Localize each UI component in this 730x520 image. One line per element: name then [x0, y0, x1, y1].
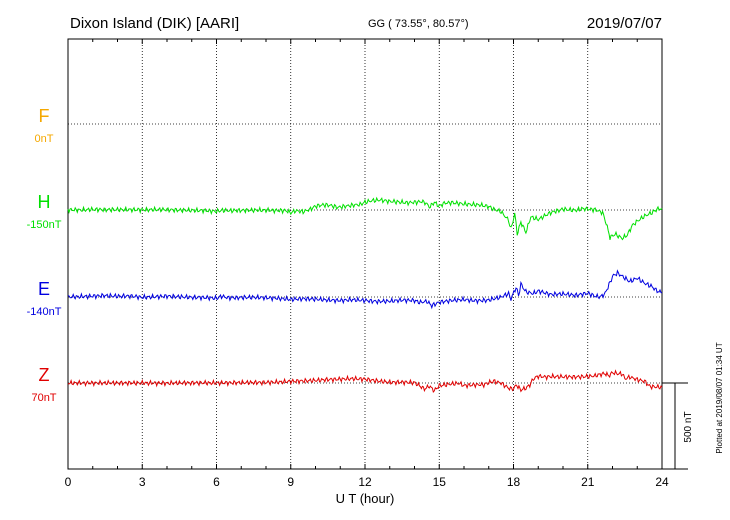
series-name-F: F [39, 106, 50, 126]
scale-bar-label: 500 nT [683, 411, 694, 442]
station-title: Dixon Island (DIK) [AARI] [70, 15, 239, 32]
series-name-Z: Z [39, 365, 50, 385]
x-tick-label: 24 [655, 475, 669, 489]
x-tick-label: 12 [358, 475, 372, 489]
series-offset-Z: 70nT [31, 392, 56, 404]
plotted-note: Plotted at 2019/08/07 01:34 UT [715, 342, 724, 453]
series-name-E: E [38, 279, 50, 299]
series-offset-E: -140nT [27, 306, 62, 318]
x-tick-label: 21 [581, 475, 595, 489]
plot-area: 0 3 6 9 12 15 18 21 24 F 0nT H -150nT E -140nT Z 70nT [27, 38, 688, 489]
series-offset-H: -150nT [27, 219, 62, 231]
x-axis-title: U T (hour) [336, 491, 395, 506]
coords-label: GG ( 73.55°, 80.57°) [368, 18, 469, 30]
x-tick-label: 18 [507, 475, 521, 489]
series-line-Z [67, 369, 663, 394]
x-tick-label: 15 [433, 475, 447, 489]
x-tick-label: 3 [139, 475, 146, 489]
series-line-H [67, 196, 663, 241]
series-offset-F: 0nT [35, 133, 54, 145]
date-label: 2019/07/07 [587, 15, 662, 32]
x-tick-label: 0 [65, 475, 72, 489]
plot-frame [67, 38, 663, 470]
x-tick-label: 9 [287, 475, 294, 489]
x-tick-label: 6 [213, 475, 220, 489]
series-name-H: H [38, 192, 51, 212]
series-line-E [67, 269, 663, 310]
